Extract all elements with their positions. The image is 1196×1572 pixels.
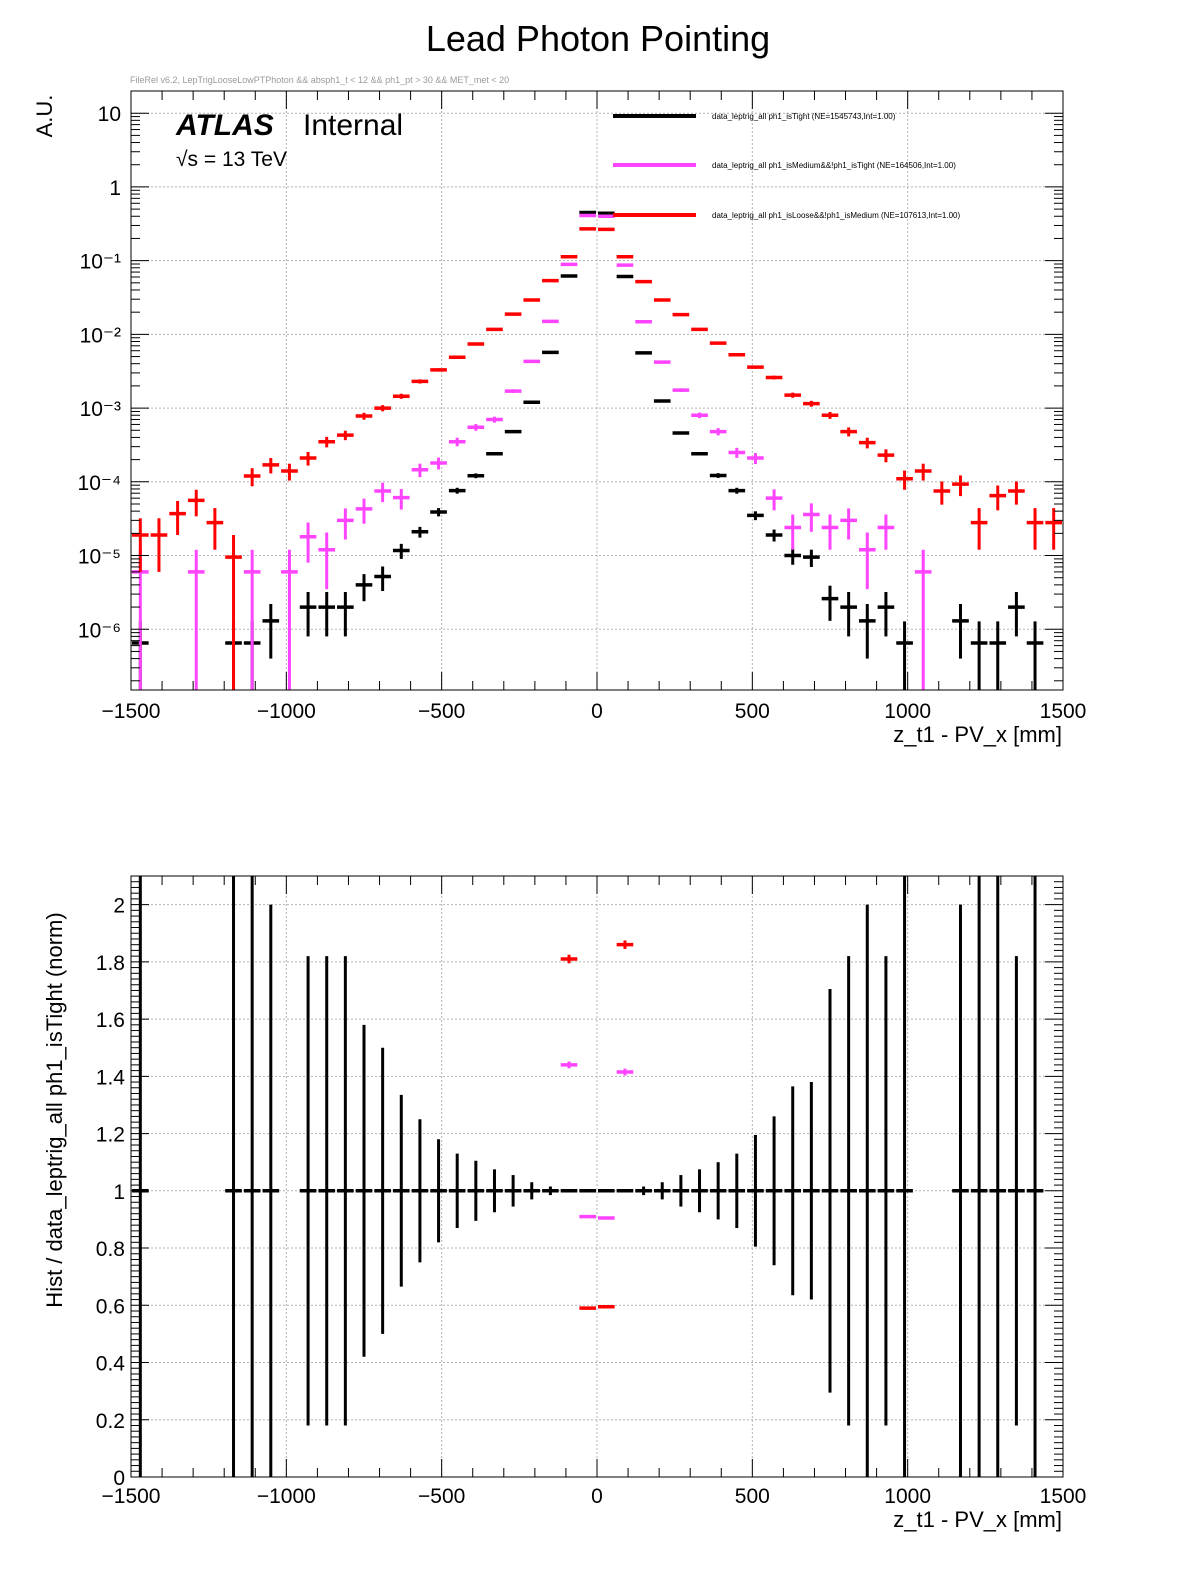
atlas-status: Internal bbox=[303, 109, 403, 142]
bottom-plot-ticks: −1500 −1000 −500 0 500 1000 1500 0 0.2 0.4 0.6 0.8 1… bbox=[96, 875, 1087, 1508]
y-tick-label: 10⁻¹ bbox=[80, 251, 121, 274]
x-tick-label: −500 bbox=[418, 1485, 465, 1508]
x-tick-label: 0 bbox=[591, 1485, 603, 1508]
y-tick-label: 1.2 bbox=[96, 1124, 125, 1147]
y-tick-label: 1 bbox=[109, 177, 121, 200]
x-axis-label: z_t1 - PV_x [mm] bbox=[893, 722, 1062, 747]
y-tick-label: 2 bbox=[113, 895, 125, 918]
y-tick-label: 1.4 bbox=[96, 1066, 126, 1089]
x-tick-label: 1500 bbox=[1040, 1485, 1087, 1508]
x-tick-label: −1500 bbox=[102, 700, 161, 723]
top-axis-labels: z_t1 - PV_x [mm] A.U. bbox=[32, 95, 1062, 747]
x-tick-label: 500 bbox=[735, 700, 770, 723]
top-plot-grid bbox=[131, 91, 1063, 690]
series-tight bbox=[132, 210, 1044, 690]
y-tick-label: 1.8 bbox=[96, 952, 125, 975]
y-tick-label: 10⁻² bbox=[80, 324, 121, 347]
ratio-series-tight bbox=[132, 876, 1044, 1477]
x-tick-label: −1000 bbox=[257, 1485, 316, 1508]
y-tick-label: 0.2 bbox=[96, 1410, 125, 1433]
y-tick-label: 0.4 bbox=[96, 1353, 126, 1376]
bottom-plot-grid bbox=[131, 876, 1063, 1477]
legend-entry-loose: data_leptrig_all ph1_isLoose&&!ph1_isMed… bbox=[712, 211, 961, 220]
page-title: Lead Photon Pointing bbox=[425, 18, 771, 59]
x-tick-label: 1500 bbox=[1040, 700, 1087, 723]
x-tick-label: 0 bbox=[591, 700, 603, 723]
y-tick-label: 1.6 bbox=[96, 1009, 125, 1032]
top-plot-ticks: −1500 −1000 −500 0 500 1000 1500 10 1 10⁻¹ 10⁻² 10⁻… bbox=[78, 90, 1087, 723]
legend: data_leptrig_all ph1_isTight (NE=1545743… bbox=[613, 112, 961, 220]
x-tick-label: 1000 bbox=[884, 1485, 931, 1508]
y-tick-label: 10⁻⁵ bbox=[78, 546, 121, 569]
x-axis-label: z_t1 - PV_x [mm] bbox=[893, 1507, 1062, 1532]
x-tick-label: −500 bbox=[418, 700, 465, 723]
series-loose bbox=[132, 227, 1062, 690]
atlas-label: ATLAS bbox=[175, 109, 274, 142]
cut-selection-text: FileRel v6.2, LepTrigLooseLowPTPhoton &&… bbox=[130, 75, 510, 85]
top-plot-data bbox=[132, 210, 1062, 690]
x-tick-label: −1500 bbox=[102, 1485, 161, 1508]
y-tick-label: 0 bbox=[113, 1467, 125, 1490]
y-tick-label: 10⁻⁶ bbox=[78, 619, 121, 642]
x-tick-label: 1000 bbox=[884, 700, 931, 723]
x-tick-label: 500 bbox=[735, 1485, 770, 1508]
legend-entry-tight: data_leptrig_all ph1_isTight (NE=1545743… bbox=[712, 112, 896, 121]
y-tick-label: 1 bbox=[113, 1181, 125, 1204]
bottom-axis-labels: z_t1 - PV_x [mm] Hist / data_leptrig_all … bbox=[42, 912, 1062, 1532]
y-tick-label: 10⁻⁴ bbox=[78, 472, 121, 495]
y-tick-label: 10 bbox=[98, 103, 121, 126]
x-tick-label: −1000 bbox=[257, 700, 316, 723]
series-medium bbox=[132, 213, 932, 690]
ratio-series-medium bbox=[560, 1061, 634, 1220]
y-tick-label: 0.6 bbox=[96, 1295, 125, 1318]
y-tick-label: 0.8 bbox=[96, 1238, 125, 1261]
bottom-plot-data bbox=[132, 876, 1044, 1477]
y-axis-label: A.U. bbox=[32, 95, 57, 138]
y-axis-label: Hist / data_leptrig_all ph1_isTight (nor… bbox=[42, 912, 67, 1307]
energy-label: √s = 13 TeV bbox=[176, 148, 287, 171]
ratio-series-loose bbox=[560, 940, 634, 1310]
legend-entry-medium: data_leptrig_all ph1_isMedium&&!ph1_isTi… bbox=[712, 161, 956, 170]
y-tick-label: 10⁻³ bbox=[80, 398, 121, 421]
